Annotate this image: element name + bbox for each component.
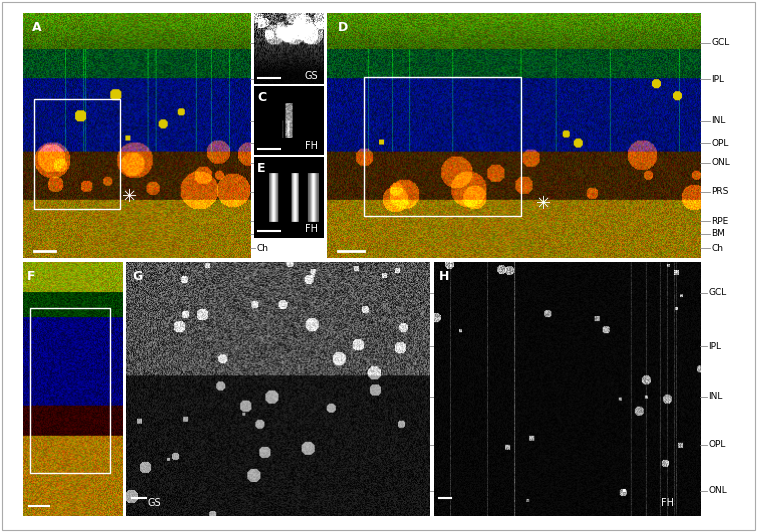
Text: INL: INL	[257, 117, 271, 126]
Text: IPL: IPL	[712, 75, 724, 84]
Text: PRS: PRS	[257, 187, 274, 196]
Bar	[364, 77, 521, 217]
Text: RPE: RPE	[257, 217, 274, 226]
Text: OPL: OPL	[709, 440, 726, 450]
Text: H: H	[439, 270, 450, 283]
Text: IPL: IPL	[709, 342, 721, 351]
Text: F: F	[26, 270, 36, 283]
Text: ONL: ONL	[712, 158, 731, 167]
Text: GS: GS	[148, 498, 161, 509]
Text: GCL: GCL	[709, 288, 727, 297]
Text: OPL: OPL	[712, 138, 729, 147]
Text: FH: FH	[304, 142, 318, 152]
Text: FH: FH	[661, 498, 674, 509]
Text: INL: INL	[126, 342, 140, 351]
Text: GCL: GCL	[257, 38, 275, 47]
Text: G: G	[132, 270, 143, 283]
Text: OPL: OPL	[257, 138, 274, 147]
Text: ✳: ✳	[536, 195, 551, 213]
Text: OPL: OPL	[126, 364, 143, 373]
Bar	[34, 99, 120, 209]
Bar	[30, 308, 110, 473]
Text: IPL: IPL	[439, 342, 452, 351]
Text: Ch: Ch	[712, 244, 724, 253]
Text: GS: GS	[304, 71, 318, 81]
Text: PRS: PRS	[712, 187, 729, 196]
Text: ONL: ONL	[257, 158, 276, 167]
Text: PRS: PRS	[126, 425, 143, 434]
Text: OPL: OPL	[439, 440, 456, 450]
Text: ONL: ONL	[126, 385, 145, 394]
Text: A: A	[32, 21, 42, 34]
Text: BM: BM	[257, 229, 270, 238]
Text: INL: INL	[439, 392, 453, 401]
Text: C: C	[257, 90, 266, 104]
Text: B: B	[257, 18, 266, 30]
Text: ONL: ONL	[439, 486, 458, 495]
Text: GCL: GCL	[439, 288, 457, 297]
Text: IPL: IPL	[126, 306, 139, 315]
Text: INL: INL	[709, 392, 723, 401]
Text: E: E	[257, 162, 266, 175]
Text: Ch: Ch	[126, 496, 138, 505]
Text: D: D	[338, 21, 348, 34]
Text: BM: BM	[712, 229, 725, 238]
Text: ONL: ONL	[709, 486, 727, 495]
Text: GCL: GCL	[712, 38, 730, 47]
Text: INL: INL	[712, 117, 726, 126]
Text: FH: FH	[304, 224, 318, 234]
Text: IPL: IPL	[257, 75, 269, 84]
Text: ✳: ✳	[122, 188, 137, 206]
Text: GCL: GCL	[126, 278, 144, 287]
Text: Ch: Ch	[257, 244, 269, 253]
Text: RPE: RPE	[712, 217, 729, 226]
Text: RPE: RPE	[126, 466, 143, 475]
